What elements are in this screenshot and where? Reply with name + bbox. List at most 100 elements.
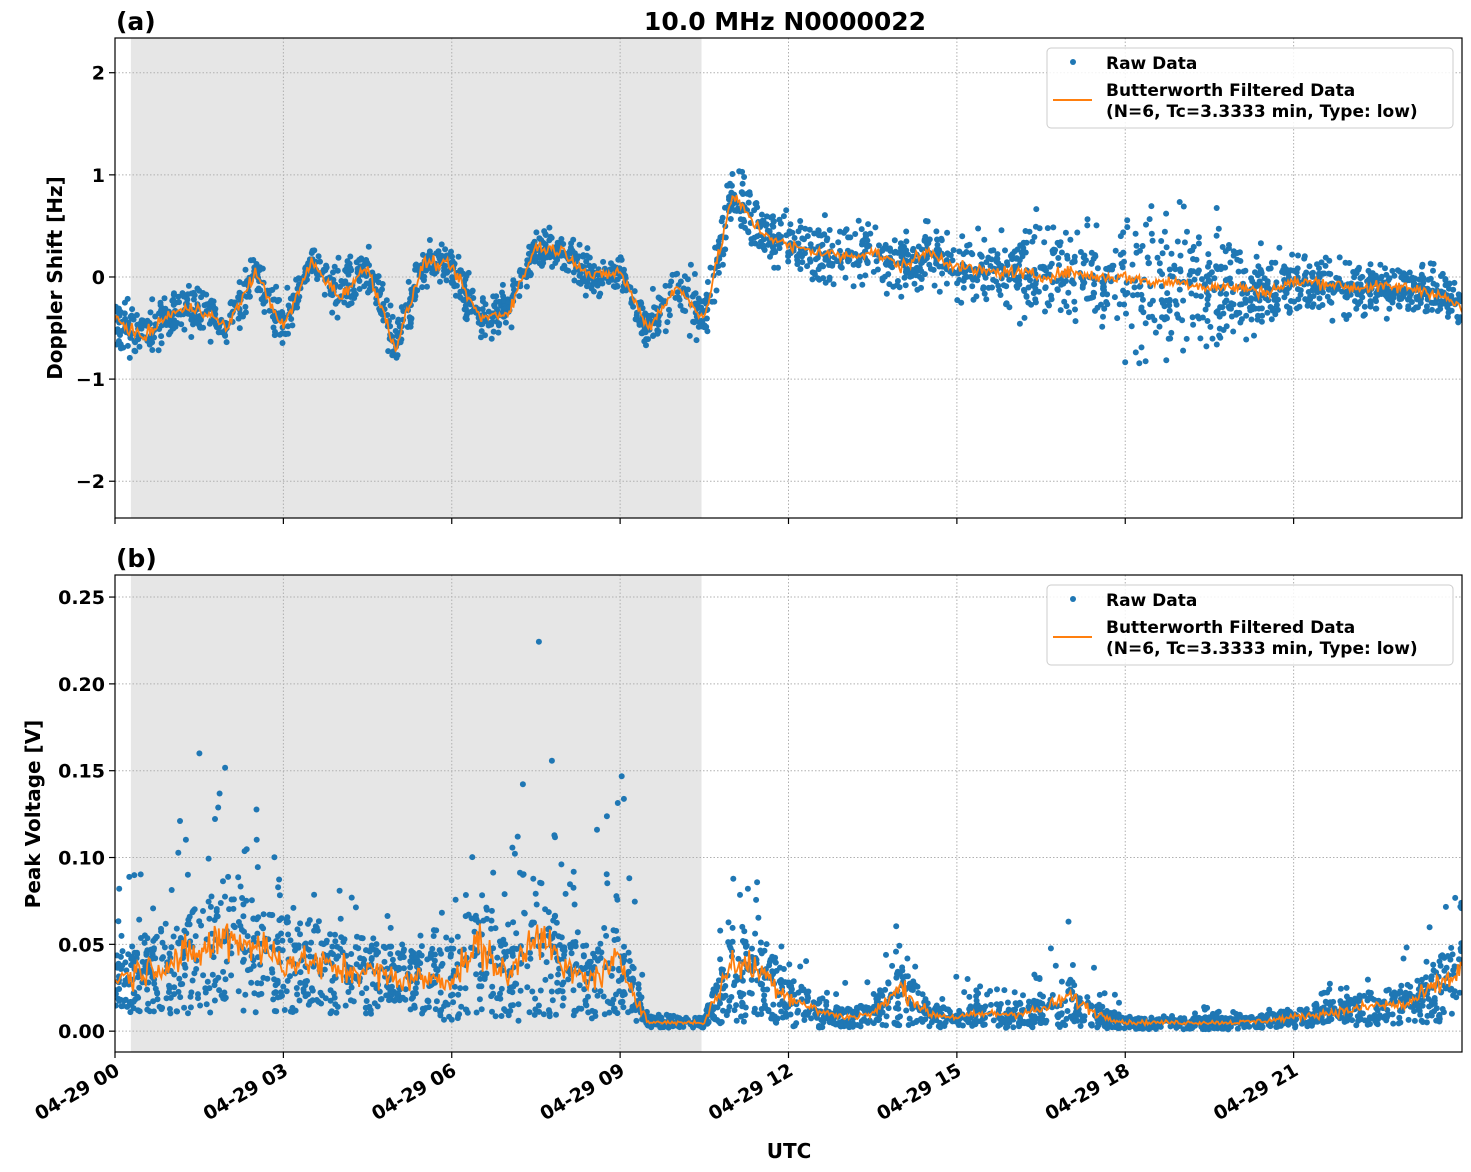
raw-data-point: [639, 971, 646, 978]
raw-data-point: [666, 306, 672, 313]
raw-data-point: [1324, 293, 1331, 300]
raw-data-point: [115, 952, 120, 959]
raw-data-point: [295, 942, 302, 949]
raw-data-point: [596, 293, 603, 300]
raw-data-point: [1066, 309, 1072, 316]
raw-data-point: [1372, 295, 1379, 302]
raw-data-point: [513, 930, 520, 937]
raw-data-point: [820, 1013, 827, 1020]
raw-data-point: [568, 950, 575, 957]
raw-data-point: [150, 1008, 157, 1015]
raw-data-point: [820, 275, 827, 282]
raw-data-point: [311, 891, 318, 898]
raw-data-point: [1029, 238, 1036, 245]
raw-data-point: [541, 228, 548, 235]
raw-data-point: [864, 260, 871, 267]
raw-data-point: [279, 330, 286, 337]
raw-data-point: [159, 939, 166, 946]
raw-data-point: [180, 293, 187, 300]
raw-data-point: [969, 283, 976, 290]
raw-data-point: [220, 878, 226, 885]
raw-data-point: [684, 276, 691, 283]
raw-data-point: [1168, 250, 1175, 257]
raw-data-point: [899, 964, 906, 971]
raw-data-point: [1154, 1023, 1161, 1029]
raw-data-point: [1309, 303, 1316, 310]
raw-data-point: [216, 323, 223, 330]
raw-data-point: [389, 956, 396, 963]
raw-data-point: [1242, 267, 1249, 274]
raw-data-point: [1316, 273, 1323, 280]
raw-data-point: [1367, 291, 1374, 298]
raw-data-point: [1343, 984, 1350, 991]
raw-data-point: [1084, 222, 1091, 229]
raw-data-point: [155, 347, 162, 354]
raw-data-point: [287, 973, 293, 980]
raw-data-point: [826, 261, 833, 268]
raw-data-point: [1430, 967, 1437, 974]
raw-data-point: [314, 276, 321, 283]
raw-data-point: [1139, 296, 1146, 303]
raw-data-point: [909, 1020, 916, 1027]
raw-data-point: [491, 303, 498, 310]
raw-data-point: [327, 1010, 334, 1017]
raw-data-point: [980, 285, 987, 292]
raw-data-point: [1227, 280, 1234, 287]
raw-data-point: [995, 282, 1002, 289]
raw-data-point: [549, 997, 556, 1004]
raw-data-point: [1336, 254, 1343, 261]
raw-data-point: [497, 990, 503, 997]
raw-data-point: [526, 1009, 533, 1016]
raw-data-point: [290, 904, 297, 911]
raw-data-point: [517, 267, 524, 273]
raw-data-point: [903, 228, 910, 235]
raw-data-point: [981, 236, 988, 243]
raw-data-point: [553, 1011, 559, 1018]
raw-data-point: [786, 961, 793, 968]
raw-data-point: [1430, 280, 1437, 287]
raw-data-point: [1202, 306, 1209, 313]
raw-data-point: [743, 950, 750, 957]
raw-data-point: [1405, 1016, 1412, 1023]
raw-data-point: [712, 990, 719, 997]
raw-data-point: [363, 947, 369, 954]
raw-data-point: [769, 244, 776, 251]
raw-data-point: [1058, 249, 1065, 256]
raw-data-point: [501, 891, 508, 898]
raw-data-point: [1048, 292, 1054, 299]
raw-data-point: [285, 302, 292, 309]
raw-data-point: [809, 276, 816, 283]
raw-data-point: [729, 205, 735, 212]
raw-data-point: [182, 836, 189, 843]
raw-data-point: [1325, 286, 1332, 293]
raw-data-point: [276, 892, 283, 899]
raw-data-point: [271, 990, 278, 996]
raw-data-point: [462, 892, 469, 898]
raw-data-point: [1166, 298, 1173, 305]
raw-data-point: [1197, 335, 1204, 342]
raw-data-point: [904, 955, 911, 962]
raw-data-point: [1265, 265, 1272, 272]
raw-data-point: [497, 995, 504, 1002]
raw-data-point: [769, 953, 776, 960]
raw-data-point: [1044, 225, 1051, 232]
raw-data-point: [1080, 254, 1087, 261]
raw-data-point: [542, 906, 549, 913]
raw-data-point: [495, 322, 502, 329]
raw-data-point: [367, 1007, 374, 1014]
raw-data-point: [1079, 282, 1086, 289]
raw-data-point: [209, 971, 216, 978]
raw-data-point: [990, 247, 997, 254]
raw-data-point: [427, 952, 434, 959]
raw-data-point: [418, 943, 425, 950]
raw-data-point: [453, 282, 460, 289]
raw-data-point: [242, 266, 249, 273]
raw-data-point: [1122, 291, 1129, 298]
raw-data-point: [185, 1010, 191, 1017]
raw-data-point: [1132, 230, 1139, 237]
raw-data-point: [342, 1002, 349, 1009]
raw-data-point: [816, 1023, 822, 1029]
raw-data-point: [365, 243, 372, 250]
raw-data-point: [1396, 1014, 1403, 1021]
